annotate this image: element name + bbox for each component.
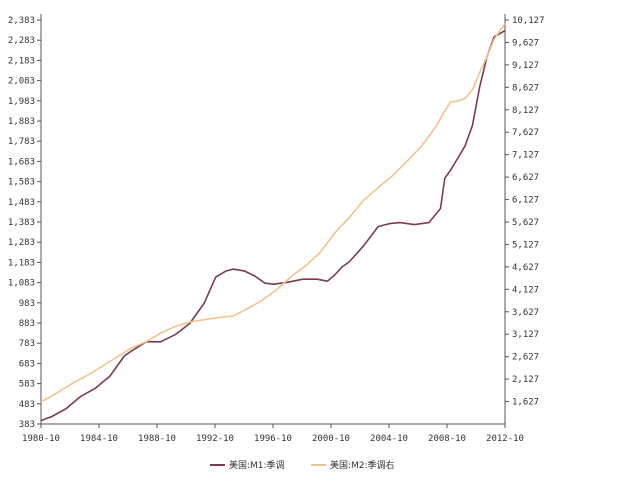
legend: 美国:M1:季调 美国:M2:季调右 — [210, 459, 395, 471]
left-tick-label: 1,383 — [8, 218, 35, 228]
x-tick-label: 1988-10 — [138, 434, 176, 444]
x-tick-label: 2008-10 — [428, 434, 466, 444]
left-tick-label: 2,083 — [8, 77, 35, 87]
right-tick-label: 8,127 — [512, 106, 539, 116]
right-tick-label: 2,627 — [512, 353, 539, 363]
right-tick-label: 4,127 — [512, 285, 539, 295]
axes: 2,383 2,283 2,183 2,083 1,983 1,883 1,783 1,683… — [8, 14, 545, 444]
right-tick-label: 6,627 — [512, 173, 539, 183]
x-tick-label: 2004-10 — [370, 434, 408, 444]
left-tick-label: 1,983 — [8, 97, 35, 107]
x-tick-label: 1996-10 — [254, 434, 292, 444]
left-tick-label: 383 — [19, 420, 35, 430]
right-tick-label: 5,627 — [512, 218, 539, 228]
right-tick-label: 3,127 — [512, 330, 539, 340]
right-tick-label: 1,627 — [512, 398, 539, 408]
left-tick-label: 2,283 — [8, 36, 35, 46]
x-tick-label: 1992-10 — [196, 434, 234, 444]
right-tick-label: 10,127 — [512, 16, 545, 26]
right-tick-label: 5,127 — [512, 240, 539, 250]
right-tick-label: 6,127 — [512, 196, 539, 206]
right-tick-label: 7,627 — [512, 128, 539, 138]
x-tick-label: 1980-10 — [22, 434, 60, 444]
right-tick-label: 2,127 — [512, 375, 539, 385]
x-tick-label: 2000-10 — [312, 434, 350, 444]
right-tick-label: 9,627 — [512, 38, 539, 48]
series-line-1 — [40, 30, 506, 422]
left-tick-label: 1,183 — [8, 258, 35, 268]
left-tick-label: 1,783 — [8, 137, 35, 147]
legend-label-1: 美国:M1:季调 — [229, 459, 285, 471]
left-tick-label: 483 — [19, 400, 35, 410]
x-tick-label: 2012-10 — [486, 434, 524, 444]
left-tick-label: 1,283 — [8, 238, 35, 248]
right-tick-label: 8,627 — [512, 83, 539, 93]
left-tick-label: 583 — [19, 380, 35, 390]
series-line-2 — [40, 23, 506, 403]
left-tick-label: 1,483 — [8, 198, 35, 208]
right-tick-label: 7,127 — [512, 151, 539, 161]
left-tick-label: 883 — [19, 319, 35, 329]
left-tick-label: 1,683 — [8, 157, 35, 167]
left-tick-label: 2,183 — [8, 56, 35, 66]
right-tick-label: 4,627 — [512, 263, 539, 273]
right-tick-label: 9,127 — [512, 61, 539, 71]
series-layer — [40, 23, 506, 422]
x-tick-label: 1984-10 — [80, 434, 118, 444]
left-tick-label: 1,083 — [8, 279, 35, 289]
left-tick-label: 683 — [19, 359, 35, 369]
legend-label-2: 美国:M2:季调右 — [330, 459, 395, 471]
left-tick-label: 983 — [19, 299, 35, 309]
left-tick-label: 1,583 — [8, 178, 35, 188]
left-tick-label: 783 — [19, 339, 35, 349]
left-tick-label: 1,883 — [8, 117, 35, 127]
right-tick-label: 3,627 — [512, 308, 539, 318]
left-tick-label: 2,383 — [8, 16, 35, 26]
